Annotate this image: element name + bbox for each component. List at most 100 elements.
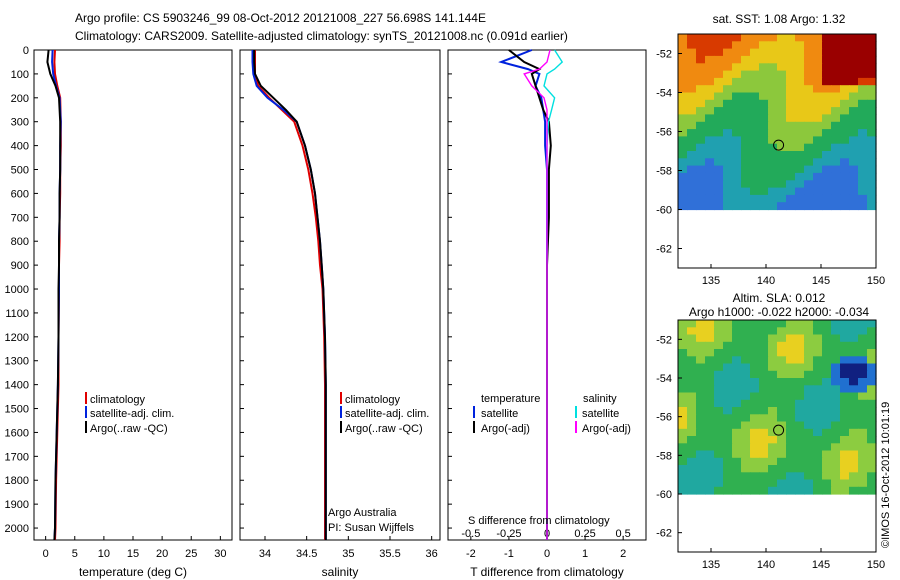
lon-tick-label: 150: [867, 275, 885, 287]
map-cell: [813, 356, 823, 365]
map-cell: [750, 202, 760, 211]
map-cell: [858, 70, 868, 79]
map-cell: [813, 48, 823, 57]
map-cell: [750, 151, 760, 159]
map-cell: [750, 392, 760, 401]
map-cell: [678, 465, 688, 473]
map-cell: [822, 486, 832, 495]
map-cell: [678, 349, 688, 357]
map-cell: [822, 341, 832, 350]
map-cell: [732, 158, 742, 167]
map-cell: [831, 158, 841, 167]
map-cell: [795, 143, 805, 152]
map-cell: [705, 48, 715, 57]
map-cell: [858, 180, 868, 189]
map-cell: [678, 356, 688, 365]
map-cell: [687, 421, 697, 430]
map-cell: [759, 99, 769, 108]
map-cell: [795, 465, 805, 473]
sla-map-title-1: Altim. SLA: 0.012: [733, 291, 826, 305]
map-cell: [840, 70, 850, 79]
map-cell: [867, 48, 877, 57]
map-cell: [678, 99, 688, 108]
map-cell: [804, 457, 814, 466]
map-cell: [705, 63, 715, 72]
map-cell: [714, 129, 724, 137]
map-cell: [858, 187, 868, 196]
series-line-2: [251, 50, 327, 540]
map-cell: [795, 399, 805, 408]
map-cell: [795, 378, 805, 386]
map-cell: [840, 99, 850, 108]
map-cell: [831, 327, 841, 336]
map-cell: [714, 356, 724, 365]
map-cell: [795, 180, 805, 189]
map-cell: [858, 143, 868, 152]
map-cell: [741, 194, 751, 203]
map-cell: [867, 436, 877, 444]
map-cell: [768, 136, 778, 145]
map-cell: [813, 63, 823, 72]
map-cell: [840, 143, 850, 152]
map-cell: [723, 143, 733, 152]
map-cell: [723, 63, 733, 72]
map-cell: [723, 41, 733, 50]
map-cell: [741, 349, 751, 357]
map-cell: [741, 165, 751, 174]
map-cell: [840, 414, 850, 423]
map-cell: [768, 356, 778, 365]
map-cell: [696, 172, 706, 181]
map-cell: [795, 349, 805, 357]
map-cell: [714, 450, 724, 459]
map-cell: [840, 479, 850, 488]
map-cell: [687, 129, 697, 137]
map-cell: [687, 77, 697, 86]
map-cell: [804, 70, 814, 79]
map-cell: [840, 77, 850, 86]
map-cell: [759, 407, 769, 415]
map-cell: [759, 349, 769, 357]
map-cell: [786, 334, 796, 343]
map-cell: [759, 194, 769, 203]
map-cell: [714, 41, 724, 50]
map-cell: [831, 465, 841, 473]
difference-xlabel: T difference from climatology: [470, 565, 624, 579]
map-cell: [849, 34, 859, 42]
map-cell: [741, 158, 751, 167]
map-cell: [786, 77, 796, 86]
map-cell: [840, 457, 850, 466]
map-cell: [678, 392, 688, 401]
map-cell: [768, 327, 778, 336]
map-cell: [813, 385, 823, 394]
map-cell: [732, 392, 742, 401]
credit-institution: Argo Australia: [328, 507, 397, 519]
map-cell: [714, 479, 724, 488]
map-cell: [732, 486, 742, 495]
map-cell: [777, 327, 787, 336]
map-cell: [750, 370, 760, 379]
map-cell: [867, 41, 877, 50]
map-cell: [696, 99, 706, 108]
map-cell: [723, 92, 733, 101]
map-cell: [858, 136, 868, 145]
map-cell: [849, 85, 859, 94]
map-cell: [678, 55, 688, 64]
s-tick-label: 0.25: [574, 528, 595, 540]
map-cell: [741, 114, 751, 123]
map-cell: [831, 392, 841, 401]
depth-tick-label: 200: [11, 93, 29, 105]
map-cell: [813, 436, 823, 444]
lon-tick-label: 150: [867, 559, 885, 571]
x-tick-label: -1: [504, 548, 514, 560]
map-cell: [750, 428, 760, 437]
map-cell: [750, 85, 760, 94]
map-cell: [723, 443, 733, 452]
map-cell: [777, 114, 787, 123]
map-cell: [741, 202, 751, 211]
map-cell: [732, 320, 742, 328]
map-cell: [777, 165, 787, 174]
map-cell: [813, 99, 823, 108]
map-cell: [813, 194, 823, 203]
map-cell: [822, 385, 832, 394]
map-cell: [678, 320, 688, 328]
